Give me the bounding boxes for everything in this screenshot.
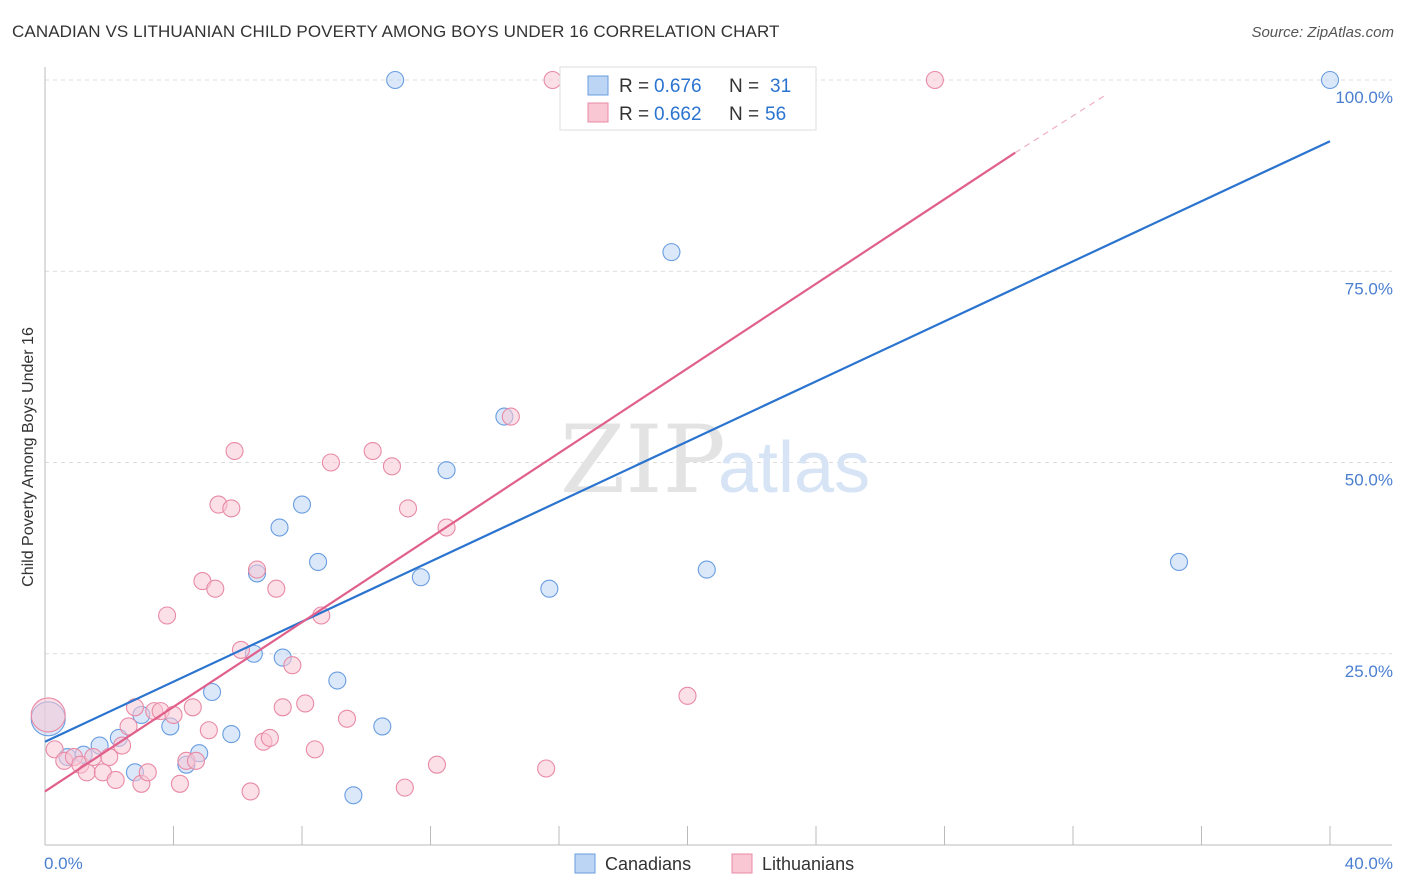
data-point bbox=[222, 499, 241, 518]
data-point bbox=[296, 694, 315, 713]
data-point bbox=[501, 407, 520, 426]
data-point bbox=[678, 686, 697, 705]
data-point bbox=[241, 782, 260, 801]
trend-lines bbox=[44, 94, 1331, 793]
data-point bbox=[328, 671, 347, 690]
data-point bbox=[373, 717, 392, 736]
data-point bbox=[386, 70, 405, 90]
data-point bbox=[186, 751, 206, 770]
source-label: Source: ZipAtlas.com bbox=[1251, 24, 1394, 41]
data-point bbox=[1169, 552, 1189, 572]
watermark-zip: ZIP bbox=[560, 406, 726, 515]
legend-swatch-lithuanians bbox=[587, 102, 609, 123]
legend-n-label: N = bbox=[729, 104, 759, 125]
data-point bbox=[206, 579, 225, 598]
legend-n-label: N = bbox=[729, 76, 759, 97]
trend-line-extension bbox=[1014, 94, 1106, 154]
x-tick-label: 40.0% bbox=[1345, 854, 1393, 873]
legend-r-value: 0.662 bbox=[654, 104, 702, 125]
legend-n-value: 56 bbox=[765, 104, 786, 125]
legend-n-value: 31 bbox=[770, 76, 791, 97]
data-point bbox=[260, 728, 279, 747]
y-tick-label: 50.0% bbox=[1345, 471, 1393, 490]
y-tick-labels: 25.0% 50.0% 75.0% 100.0% bbox=[1335, 88, 1393, 681]
data-point bbox=[77, 763, 96, 782]
data-point bbox=[138, 763, 157, 782]
data-point bbox=[203, 682, 222, 702]
data-point bbox=[270, 518, 289, 537]
data-point bbox=[267, 579, 286, 598]
bottom-legend-swatch-canadians bbox=[574, 853, 596, 874]
data-point bbox=[395, 778, 414, 797]
y-tick-label: 25.0% bbox=[1345, 662, 1393, 681]
data-point bbox=[222, 725, 241, 744]
x-tick-label: 0.0% bbox=[44, 854, 83, 873]
data-point bbox=[199, 721, 218, 740]
data-point bbox=[321, 453, 340, 472]
data-point bbox=[925, 70, 944, 90]
x-tick-labels: 0.0% 40.0% bbox=[44, 854, 1393, 873]
data-point bbox=[537, 759, 556, 778]
bottom-legend: Canadians Lithuanians bbox=[574, 853, 854, 874]
data-point bbox=[273, 698, 292, 717]
data-point bbox=[158, 606, 177, 625]
data-point bbox=[164, 705, 183, 725]
trend-line bbox=[44, 151, 1016, 793]
watermark-atlas: atlas bbox=[718, 428, 870, 508]
data-point bbox=[344, 786, 363, 805]
data-point bbox=[662, 243, 681, 262]
trend-line bbox=[44, 140, 1331, 743]
data-point bbox=[411, 568, 430, 587]
y-tick-label: 100.0% bbox=[1335, 88, 1393, 107]
data-point bbox=[363, 441, 382, 461]
data-point bbox=[30, 697, 66, 733]
data-point bbox=[283, 656, 302, 675]
data-point bbox=[427, 755, 446, 774]
axes bbox=[44, 67, 1392, 846]
data-point bbox=[106, 770, 125, 790]
data-point bbox=[398, 499, 418, 518]
data-point bbox=[119, 717, 138, 736]
data-point bbox=[225, 441, 244, 461]
chart-title: CANADIAN VS LITHUANIAN CHILD POVERTY AMO… bbox=[12, 22, 780, 41]
data-point bbox=[382, 457, 402, 476]
data-point bbox=[309, 552, 328, 572]
legend-r-label: R = bbox=[619, 104, 649, 125]
data-point bbox=[247, 560, 267, 579]
data-point bbox=[540, 579, 559, 598]
data-point bbox=[337, 709, 357, 728]
bottom-legend-canadians: Canadians bbox=[605, 854, 691, 874]
bottom-legend-swatch-lithuanians bbox=[731, 853, 753, 874]
data-point bbox=[170, 774, 189, 793]
y-axis-label: Child Poverty Among Boys Under 16 bbox=[20, 327, 37, 587]
data-point bbox=[183, 698, 202, 717]
gridlines bbox=[45, 79, 1392, 655]
legend-box: R = 0.676 N = 31 R = 0.662 N = 56 bbox=[559, 66, 817, 131]
y-tick-label: 75.0% bbox=[1345, 279, 1393, 298]
data-point bbox=[292, 495, 312, 514]
legend-swatch-canadians bbox=[587, 75, 609, 96]
data-point bbox=[697, 560, 716, 579]
data-point bbox=[1320, 70, 1340, 90]
data-point bbox=[305, 740, 324, 759]
bottom-legend-lithuanians: Lithuanians bbox=[762, 854, 854, 874]
legend-r-value: 0.676 bbox=[654, 76, 702, 97]
data-point bbox=[543, 70, 562, 90]
data-point bbox=[437, 461, 456, 480]
legend-r-label: R = bbox=[619, 76, 649, 97]
